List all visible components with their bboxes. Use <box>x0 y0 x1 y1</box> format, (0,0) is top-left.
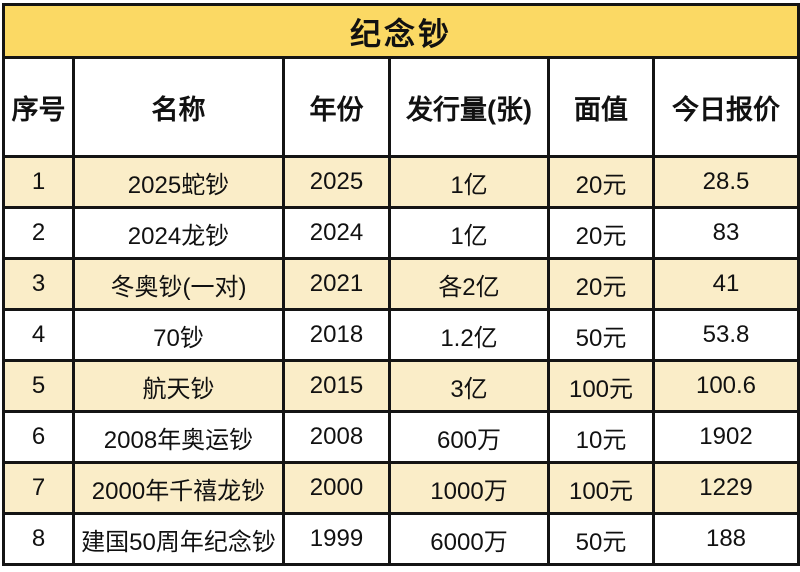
cell-serial: 8 <box>2 512 75 566</box>
cell-year: 2000 <box>282 461 391 515</box>
col-header-face-value: 面值 <box>547 56 655 158</box>
table-title: 纪念钞 <box>2 3 800 59</box>
cell-serial: 5 <box>2 359 75 413</box>
cell-name: 航天钞 <box>72 359 285 413</box>
column-header-row: 序号 名称 年份 发行量(张) 面值 今日报价 <box>2 56 800 158</box>
table-row: 3 冬奥钞(一对) 2021 各2亿 20元 41 <box>2 257 800 311</box>
cell-issuance: 1.2亿 <box>388 308 550 362</box>
cell-serial: 6 <box>2 410 75 464</box>
cell-year: 2025 <box>282 155 391 209</box>
cell-name: 建国50周年纪念钞 <box>72 512 285 566</box>
cell-serial: 1 <box>2 155 75 209</box>
col-header-issuance: 发行量(张) <box>388 56 550 158</box>
cell-face-value: 20元 <box>547 155 655 209</box>
table-row: 8 建国50周年纪念钞 1999 6000万 50元 188 <box>2 512 800 566</box>
cell-issuance: 1亿 <box>388 155 550 209</box>
cell-serial: 7 <box>2 461 75 515</box>
cell-face-value: 10元 <box>547 410 655 464</box>
cell-face-value: 100元 <box>547 359 655 413</box>
cell-year: 2021 <box>282 257 391 311</box>
cell-year: 2008 <box>282 410 391 464</box>
cell-year: 1999 <box>282 512 391 566</box>
cell-serial: 3 <box>2 257 75 311</box>
cell-face-value: 100元 <box>547 461 655 515</box>
cell-name: 70钞 <box>72 308 285 362</box>
cell-name: 2024龙钞 <box>72 206 285 260</box>
cell-name: 2000年千禧龙钞 <box>72 461 285 515</box>
cell-today-quote: 41 <box>652 257 800 311</box>
cell-serial: 4 <box>2 308 75 362</box>
cell-issuance: 600万 <box>388 410 550 464</box>
table-row: 2 2024龙钞 2024 1亿 20元 83 <box>2 206 800 260</box>
cell-today-quote: 83 <box>652 206 800 260</box>
col-header-serial: 序号 <box>2 56 75 158</box>
table-row: 7 2000年千禧龙钞 2000 1000万 100元 1229 <box>2 461 800 515</box>
col-header-today-quote: 今日报价 <box>652 56 800 158</box>
table-row: 6 2008年奥运钞 2008 600万 10元 1902 <box>2 410 800 464</box>
cell-face-value: 50元 <box>547 308 655 362</box>
cell-face-value: 20元 <box>547 206 655 260</box>
cell-issuance: 3亿 <box>388 359 550 413</box>
cell-issuance: 各2亿 <box>388 257 550 311</box>
cell-issuance: 1000万 <box>388 461 550 515</box>
cell-today-quote: 188 <box>652 512 800 566</box>
cell-name: 2008年奥运钞 <box>72 410 285 464</box>
cell-issuance: 6000万 <box>388 512 550 566</box>
cell-name: 2025蛇钞 <box>72 155 285 209</box>
cell-year: 2018 <box>282 308 391 362</box>
cell-issuance: 1亿 <box>388 206 550 260</box>
cell-year: 2024 <box>282 206 391 260</box>
cell-face-value: 50元 <box>547 512 655 566</box>
cell-serial: 2 <box>2 206 75 260</box>
cell-name: 冬奥钞(一对) <box>72 257 285 311</box>
cell-today-quote: 1229 <box>652 461 800 515</box>
table-row: 1 2025蛇钞 2025 1亿 20元 28.5 <box>2 155 800 209</box>
cell-today-quote: 53.8 <box>652 308 800 362</box>
banknote-table: 纪念钞 序号 名称 年份 发行量(张) 面值 今日报价 1 2025蛇钞 202… <box>2 3 800 566</box>
table-row: 5 航天钞 2015 3亿 100元 100.6 <box>2 359 800 413</box>
table-row: 4 70钞 2018 1.2亿 50元 53.8 <box>2 308 800 362</box>
cell-year: 2015 <box>282 359 391 413</box>
table-title-row: 纪念钞 <box>2 3 800 59</box>
cell-today-quote: 28.5 <box>652 155 800 209</box>
cell-today-quote: 100.6 <box>652 359 800 413</box>
cell-today-quote: 1902 <box>652 410 800 464</box>
col-header-year: 年份 <box>282 56 391 158</box>
col-header-name: 名称 <box>72 56 285 158</box>
cell-face-value: 20元 <box>547 257 655 311</box>
